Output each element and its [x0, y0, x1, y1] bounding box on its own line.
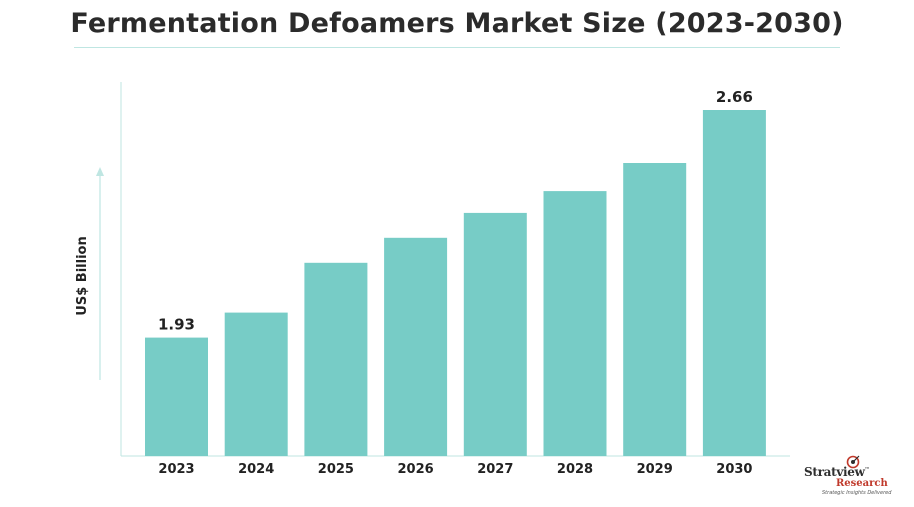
x-tick-2024: 2024 — [238, 462, 274, 477]
x-tick-2030: 2030 — [716, 462, 752, 477]
x-tick-2029: 2029 — [637, 462, 673, 477]
x-tick-2023: 2023 — [158, 462, 194, 477]
x-tick-2027: 2027 — [477, 462, 513, 477]
y-axis-arrow-head-icon — [96, 167, 104, 176]
target-icon — [846, 455, 860, 469]
bar-2030 — [702, 110, 766, 456]
title-divider — [74, 47, 840, 48]
x-tick-labels: 2023 2024 2025 2026 2027 2028 2029 2030 — [158, 462, 752, 477]
y-axis-label: US$ Billion — [75, 236, 90, 315]
x-tick-2028: 2028 — [557, 462, 593, 477]
data-labels: 1.93 2.66 — [158, 88, 753, 334]
data-label-2030: 2.66 — [716, 88, 753, 106]
chart-title: Fermentation Defoamers Market Size (2023… — [70, 8, 844, 39]
logo-name: Stratview™ — [804, 465, 870, 479]
logo-sub: Research — [836, 478, 888, 489]
data-label-2023: 1.93 — [158, 316, 195, 334]
logo-tagline: Strategic Insights Delivered — [822, 490, 892, 496]
bars-group — [145, 110, 766, 456]
bar-2024 — [224, 312, 288, 456]
bar-2025 — [304, 262, 368, 456]
bar-2026 — [384, 237, 448, 456]
x-tick-2026: 2026 — [398, 462, 434, 477]
bar-2029 — [623, 163, 687, 456]
bar-2027 — [463, 212, 527, 456]
stratview-logo: Stratview™ Research Strategic Insights D… — [800, 455, 892, 501]
bar-2023 — [145, 337, 208, 456]
bar-2028 — [543, 191, 607, 456]
x-tick-2025: 2025 — [318, 462, 354, 477]
